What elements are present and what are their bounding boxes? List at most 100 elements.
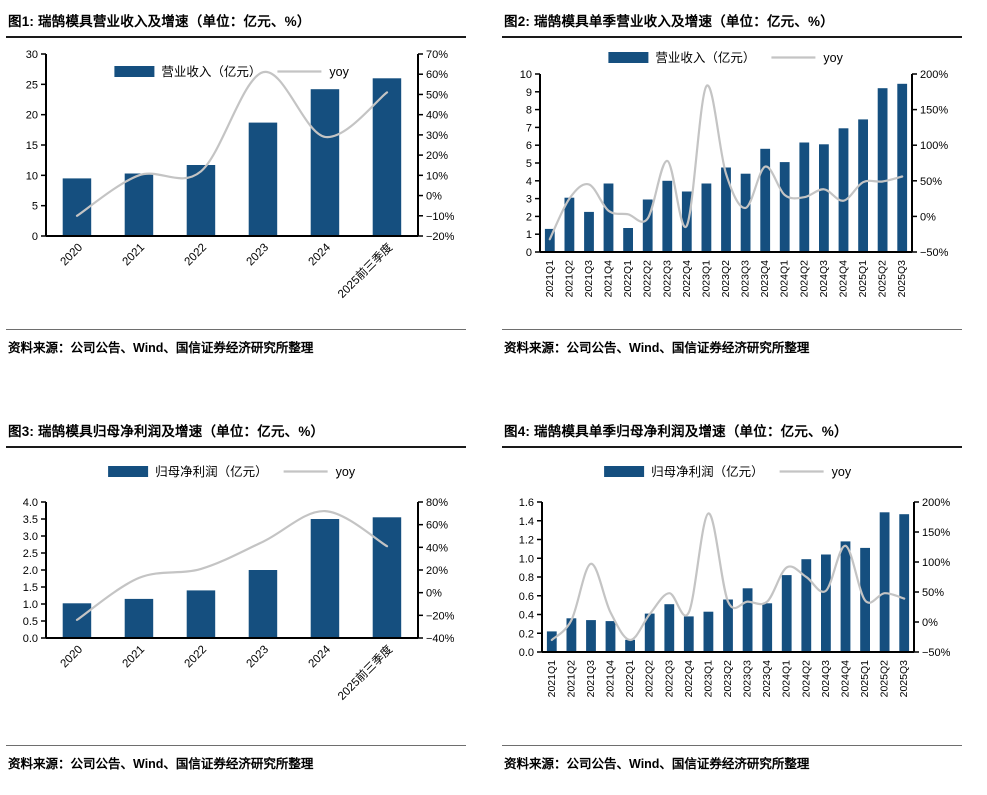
x-axis-label: 2022Q4 xyxy=(681,260,693,298)
left-axis-label: 3 xyxy=(526,194,532,206)
left-axis-label: 1.6 xyxy=(519,497,534,509)
x-axis-label: 2022Q2 xyxy=(642,260,654,298)
left-axis-label: 2.0 xyxy=(23,565,38,577)
right-axis-label: −20% xyxy=(426,610,455,622)
source-note: 资料来源：公司公告、Wind、国信证券经济研究所整理 xyxy=(502,745,962,774)
bar xyxy=(821,554,831,652)
bar-series xyxy=(544,83,908,253)
bar xyxy=(605,621,616,652)
bar-series xyxy=(62,78,402,236)
figure-title: 图4: 瑞鹄模具单季归母净利润及增速（单位：亿元、%） xyxy=(502,416,962,448)
x-axis-label: 2024 xyxy=(307,643,334,670)
legend-bar-label: 归母净利润（亿元） xyxy=(155,464,268,479)
left-axis-label: 0.0 xyxy=(23,633,38,645)
x-axis-label: 2020 xyxy=(59,242,86,269)
axes xyxy=(45,502,419,639)
bar xyxy=(801,559,812,652)
right-axis-label: −20% xyxy=(426,231,455,243)
yoy-line xyxy=(550,512,906,642)
bar xyxy=(762,603,773,653)
left-axis-labels: 0.0 0.2 0.4 0.6 0.8 1.0 1.2 1.4 1.6 xyxy=(519,497,542,659)
left-axis-label: 0.8 xyxy=(519,572,534,584)
right-axis-labels: −50% 0% 50% 100% 150% 200% xyxy=(914,497,951,659)
bar xyxy=(372,517,402,638)
x-axis-label: 2022Q3 xyxy=(661,260,673,298)
bar xyxy=(664,604,675,652)
right-axis-label: 10% xyxy=(426,170,448,182)
left-axis-labels: 0 5 10 15 20 25 30 xyxy=(26,49,46,243)
right-axis-label: 50% xyxy=(426,89,448,101)
revenue-quarterly-chart: 0 1 2 3 4 5 6 7 8 9 10 −50% 0% 50% 100% 150% 200% 2021Q1 2… xyxy=(502,40,962,325)
bar xyxy=(740,173,751,252)
right-axis-labels: −40% −20% 0% 20% 40% 60% 80% xyxy=(418,497,455,645)
bar xyxy=(124,598,154,638)
left-axis-label: 1.2 xyxy=(519,535,534,547)
bar xyxy=(644,613,655,652)
bar xyxy=(838,128,849,252)
left-axis-labels: 0 1 2 3 4 5 6 7 8 9 10 xyxy=(520,69,540,259)
source-note: 资料来源：公司公告、Wind、国信证券经济研究所整理 xyxy=(6,329,466,358)
axes xyxy=(45,54,419,237)
figure-title: 图3: 瑞鹄模具归母净利润及增速（单位：亿元、%） xyxy=(6,416,466,448)
yoy-line xyxy=(548,84,904,241)
legend-bar-label: 归母净利润（亿元） xyxy=(651,464,764,479)
bar xyxy=(723,599,733,652)
x-axis-label: 2025前三季度 xyxy=(335,240,396,301)
legend-bar-label: 营业收入（亿元） xyxy=(161,64,261,79)
right-axis-label: 60% xyxy=(426,520,448,532)
x-axis-label: 2025Q2 xyxy=(879,660,891,698)
yoy-line xyxy=(75,509,389,621)
left-axis-labels: 0.0 0.5 1.0 1.5 2.0 2.5 3.0 3.5 4.0 xyxy=(23,497,46,645)
bar xyxy=(566,618,577,653)
x-axis-label: 2023Q2 xyxy=(722,660,734,698)
x-axis-label: 2023Q4 xyxy=(759,260,771,298)
legend-line-label: yoy xyxy=(832,465,852,479)
left-axis-label: 6 xyxy=(526,140,532,152)
figure-panel-3: 图3: 瑞鹄模具归母净利润及增速（单位：亿元、%） 0.0 0.5 1.0 1.5 2.… xyxy=(6,416,466,772)
left-axis-label: 3.0 xyxy=(23,531,38,543)
left-axis-label: 5 xyxy=(32,201,38,213)
left-axis-label: 10 xyxy=(520,69,532,81)
bar xyxy=(681,191,692,252)
x-axis-label: 2022Q2 xyxy=(644,660,656,698)
x-axis-label: 2021Q2 xyxy=(563,260,575,298)
right-axis-label: 0% xyxy=(426,191,442,203)
bar xyxy=(642,199,653,252)
x-axis-label: 2024 xyxy=(307,241,334,268)
x-axis-label: 2022Q1 xyxy=(622,260,634,298)
x-axis-label: 2022Q1 xyxy=(624,660,636,698)
right-axis-label: 100% xyxy=(922,557,950,569)
figure-panel-2: 图2: 瑞鹄模具单季营业收入及增速（单位：亿元、%） 0 1 2 3 4 5 6 7 8 9 10 −… xyxy=(502,6,962,358)
right-axis-label: 80% xyxy=(426,497,448,509)
legend-line-label: yoy xyxy=(336,465,356,479)
x-axis-label: 2023 xyxy=(245,242,272,269)
bar xyxy=(186,590,216,638)
bar xyxy=(586,620,596,652)
x-axis-label: 2023Q3 xyxy=(742,660,754,698)
x-axis-label: 2021Q3 xyxy=(585,660,597,698)
bar xyxy=(879,512,890,652)
x-axis-label: 2024Q3 xyxy=(820,660,832,698)
x-axis-labels: 2021Q1 2021Q2 2021Q3 2021Q4 2022Q1 2022Q2 2022… xyxy=(546,660,910,698)
right-axis-label: 20% xyxy=(426,565,448,577)
bar xyxy=(701,183,712,252)
yoy-line xyxy=(75,71,389,217)
bar xyxy=(584,211,594,252)
bar xyxy=(819,144,829,252)
right-axis-label: 0% xyxy=(920,211,936,223)
left-axis-label: 0 xyxy=(526,247,532,259)
bar xyxy=(877,88,888,252)
right-axis-label: 150% xyxy=(922,527,950,539)
right-axis-label: 30% xyxy=(426,130,448,142)
x-axis-label: 2024Q2 xyxy=(800,660,812,698)
figure-title: 图1: 瑞鹄模具营业收入及增速（单位：亿元、%） xyxy=(6,6,466,38)
x-axis-label: 2023Q1 xyxy=(700,260,712,298)
bar xyxy=(186,165,216,236)
legend-line-label: yoy xyxy=(329,65,349,79)
right-axis-label: −10% xyxy=(426,211,455,223)
legend: 营业收入（亿元） yoy xyxy=(608,50,844,65)
bar xyxy=(662,180,673,252)
bar xyxy=(310,519,340,638)
bar xyxy=(779,162,790,252)
